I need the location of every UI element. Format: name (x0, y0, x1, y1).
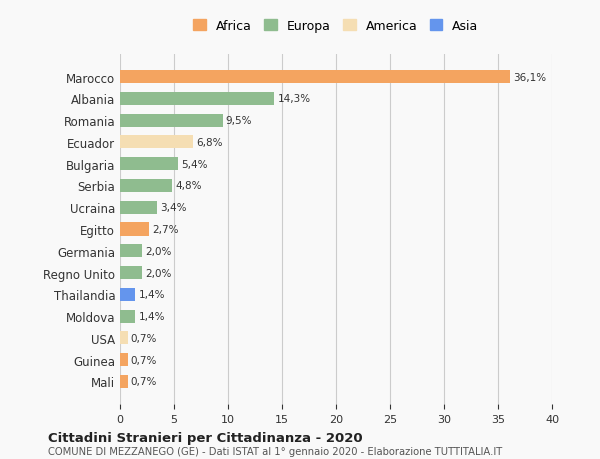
Text: 36,1%: 36,1% (513, 73, 546, 83)
Text: COMUNE DI MEZZANEGO (GE) - Dati ISTAT al 1° gennaio 2020 - Elaborazione TUTTITAL: COMUNE DI MEZZANEGO (GE) - Dati ISTAT al… (48, 447, 502, 456)
Bar (120, 375, 128, 388)
Text: 0,7%: 0,7% (131, 333, 157, 343)
Text: 0,7%: 0,7% (131, 355, 157, 365)
Bar (120, 245, 142, 258)
Text: Cittadini Stranieri per Cittadinanza - 2020: Cittadini Stranieri per Cittadinanza - 2… (48, 431, 362, 444)
Text: 14,3%: 14,3% (278, 94, 311, 104)
Text: 1,4%: 1,4% (139, 311, 165, 321)
Text: 5,4%: 5,4% (182, 159, 208, 169)
Text: 4,8%: 4,8% (175, 181, 202, 191)
Bar (120, 71, 510, 84)
Text: 3,4%: 3,4% (160, 203, 187, 213)
Bar (120, 136, 193, 149)
Bar (120, 266, 142, 280)
Bar (120, 158, 178, 171)
Text: 2,0%: 2,0% (145, 246, 171, 256)
Text: 9,5%: 9,5% (226, 116, 253, 126)
Bar (120, 353, 128, 366)
Text: 6,8%: 6,8% (197, 138, 223, 148)
Bar (120, 179, 172, 193)
Text: 1,4%: 1,4% (139, 290, 165, 300)
Text: 2,0%: 2,0% (145, 268, 171, 278)
Bar (120, 223, 149, 236)
Bar (120, 310, 135, 323)
Text: 0,7%: 0,7% (131, 376, 157, 386)
Bar (120, 201, 157, 214)
Legend: Africa, Europa, America, Asia: Africa, Europa, America, Asia (190, 16, 482, 36)
Text: 2,7%: 2,7% (152, 224, 179, 235)
Bar (120, 288, 135, 301)
Bar (120, 331, 128, 345)
Bar (120, 114, 223, 128)
Bar (120, 93, 274, 106)
